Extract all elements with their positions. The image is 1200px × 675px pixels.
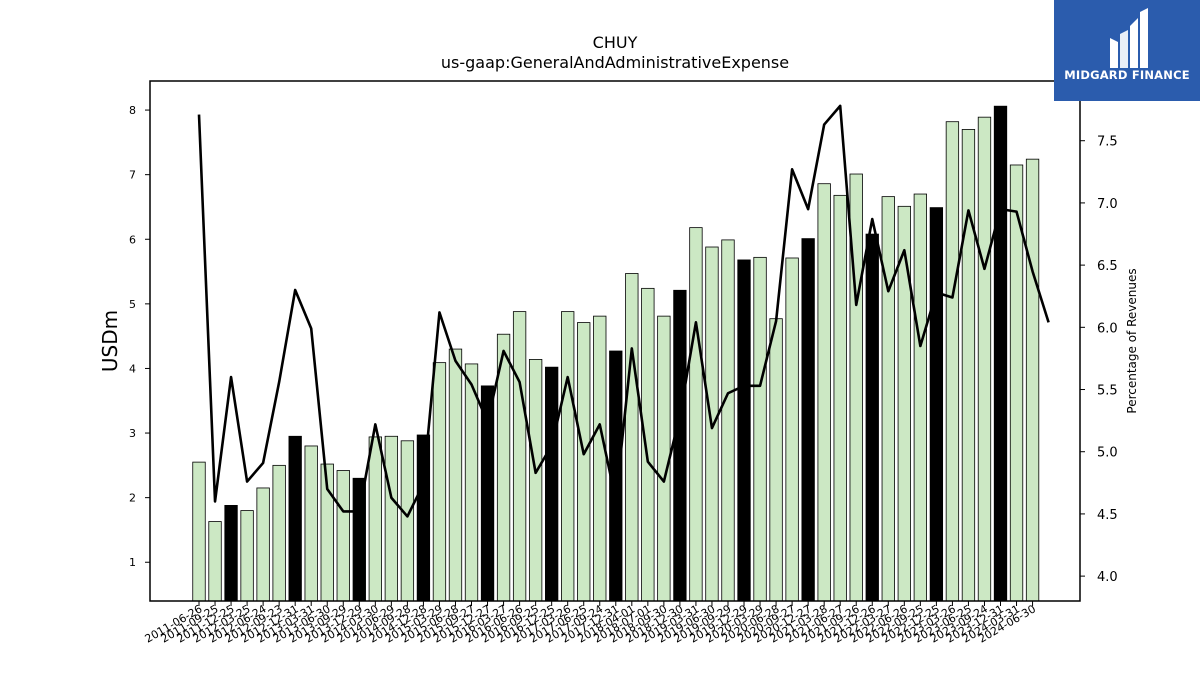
y2-tick-label: 4.5 — [1097, 508, 1118, 523]
bar-2017-09-24 — [593, 315, 607, 602]
bar-2015-09-27 — [464, 363, 479, 602]
y-tick-label: 3 — [129, 427, 136, 440]
y2-tick-label: 6.0 — [1097, 321, 1118, 336]
bar-2020-03-29 — [753, 256, 767, 602]
bar-2015-06-28 — [448, 348, 463, 602]
y-axis-left: 1 2 3 4 5 6 7 8 — [129, 104, 150, 569]
bar-2013-03-31 — [304, 445, 318, 602]
y2-tick-label: 5.5 — [1097, 384, 1118, 399]
bar-2020-09-27 — [785, 257, 799, 602]
bar-2013-12-29 — [352, 477, 366, 602]
bar-2013-09-29 — [336, 470, 350, 602]
y2-tick-label: 7.5 — [1097, 135, 1118, 150]
bar-2021-06-27 — [833, 194, 847, 602]
bar-2022-06-26 — [897, 205, 911, 602]
y-tick-label: 2 — [129, 492, 136, 505]
bar-2018-04-01 — [625, 273, 639, 602]
y-axis-label: USDm — [98, 310, 122, 372]
bar-2019-09-29 — [721, 239, 735, 602]
bar-2020-06-28 — [769, 318, 783, 602]
bar-2023-09-24 — [977, 116, 992, 602]
bar-2023-12-31 — [993, 105, 1008, 602]
chart-subtitle: us-gaap:GeneralAndAdministrativeExpense — [441, 53, 789, 72]
y-tick-label: 8 — [129, 104, 136, 117]
y-tick-label: 4 — [129, 362, 136, 375]
x-axis: 2011-06-262011-09-252011-12-252012-03-25… — [143, 601, 1038, 646]
bar-2019-12-29 — [737, 259, 751, 602]
bar-2017-06-25 — [577, 322, 591, 602]
brand-name: MIDGARD FINANCE — [1064, 68, 1190, 82]
bars-layer — [192, 105, 1040, 602]
y2-axis-label: Percentage of Revenues — [1125, 268, 1139, 413]
y-tick-label: 7 — [129, 169, 136, 182]
plot-frame — [149, 80, 1081, 602]
bar-2014-03-30 — [368, 436, 382, 602]
bar-2020-12-27 — [801, 238, 815, 602]
bar-2021-12-26 — [865, 233, 879, 602]
brand-logo: MIDGARD FINANCE — [1054, 0, 1200, 101]
bar-2018-07-01 — [641, 287, 655, 602]
y-tick-label: 6 — [129, 233, 136, 246]
bar-2011-12-25 — [224, 504, 238, 602]
y-axis-right: 4.0 4.5 5.0 5.5 6.0 6.5 7.0 7.5 — [1080, 135, 1118, 585]
bar-2016-12-25 — [545, 366, 559, 602]
bar-2018-12-30 — [673, 289, 687, 602]
y-tick-label: 5 — [129, 298, 136, 311]
bar-2012-12-31 — [288, 435, 302, 602]
bar-2014-12-28 — [416, 434, 431, 602]
y2-tick-label: 6.5 — [1097, 259, 1118, 274]
bar-2016-06-26 — [512, 311, 527, 602]
bar-2012-03-25 — [240, 510, 254, 602]
bar-2012-06-24 — [256, 487, 270, 602]
bar-2014-06-29 — [384, 435, 399, 602]
bar-2014-09-28 — [400, 440, 415, 602]
y2-tick-label: 7.0 — [1097, 197, 1118, 212]
y2-tick-label: 4.0 — [1097, 570, 1118, 585]
bar-2011-06-26 — [192, 461, 206, 602]
bar-2022-12-25 — [929, 207, 944, 602]
bar-2011-09-25 — [208, 521, 222, 602]
series-line-pct-of-revenues — [197, 104, 1050, 518]
bar-2023-06-25 — [961, 129, 976, 602]
bar-2024-06-30 — [1025, 158, 1040, 602]
bar-2016-09-25 — [528, 359, 543, 602]
bar-2015-03-29 — [432, 362, 447, 602]
bar-2022-09-25 — [913, 193, 927, 602]
bar-2019-03-31 — [689, 227, 703, 602]
midgard-logo-icon — [1110, 8, 1148, 68]
bar-2012-09-23 — [272, 464, 286, 602]
bar-2021-03-28 — [817, 183, 831, 602]
bar-2022-03-27 — [881, 196, 895, 602]
bar-2017-03-26 — [561, 311, 575, 602]
bar-2023-03-26 — [945, 121, 960, 602]
line-layer — [197, 104, 1050, 518]
y2-tick-label: 5.0 — [1097, 446, 1118, 461]
chart-title: CHUY — [593, 33, 638, 52]
y-tick-label: 1 — [129, 556, 136, 569]
